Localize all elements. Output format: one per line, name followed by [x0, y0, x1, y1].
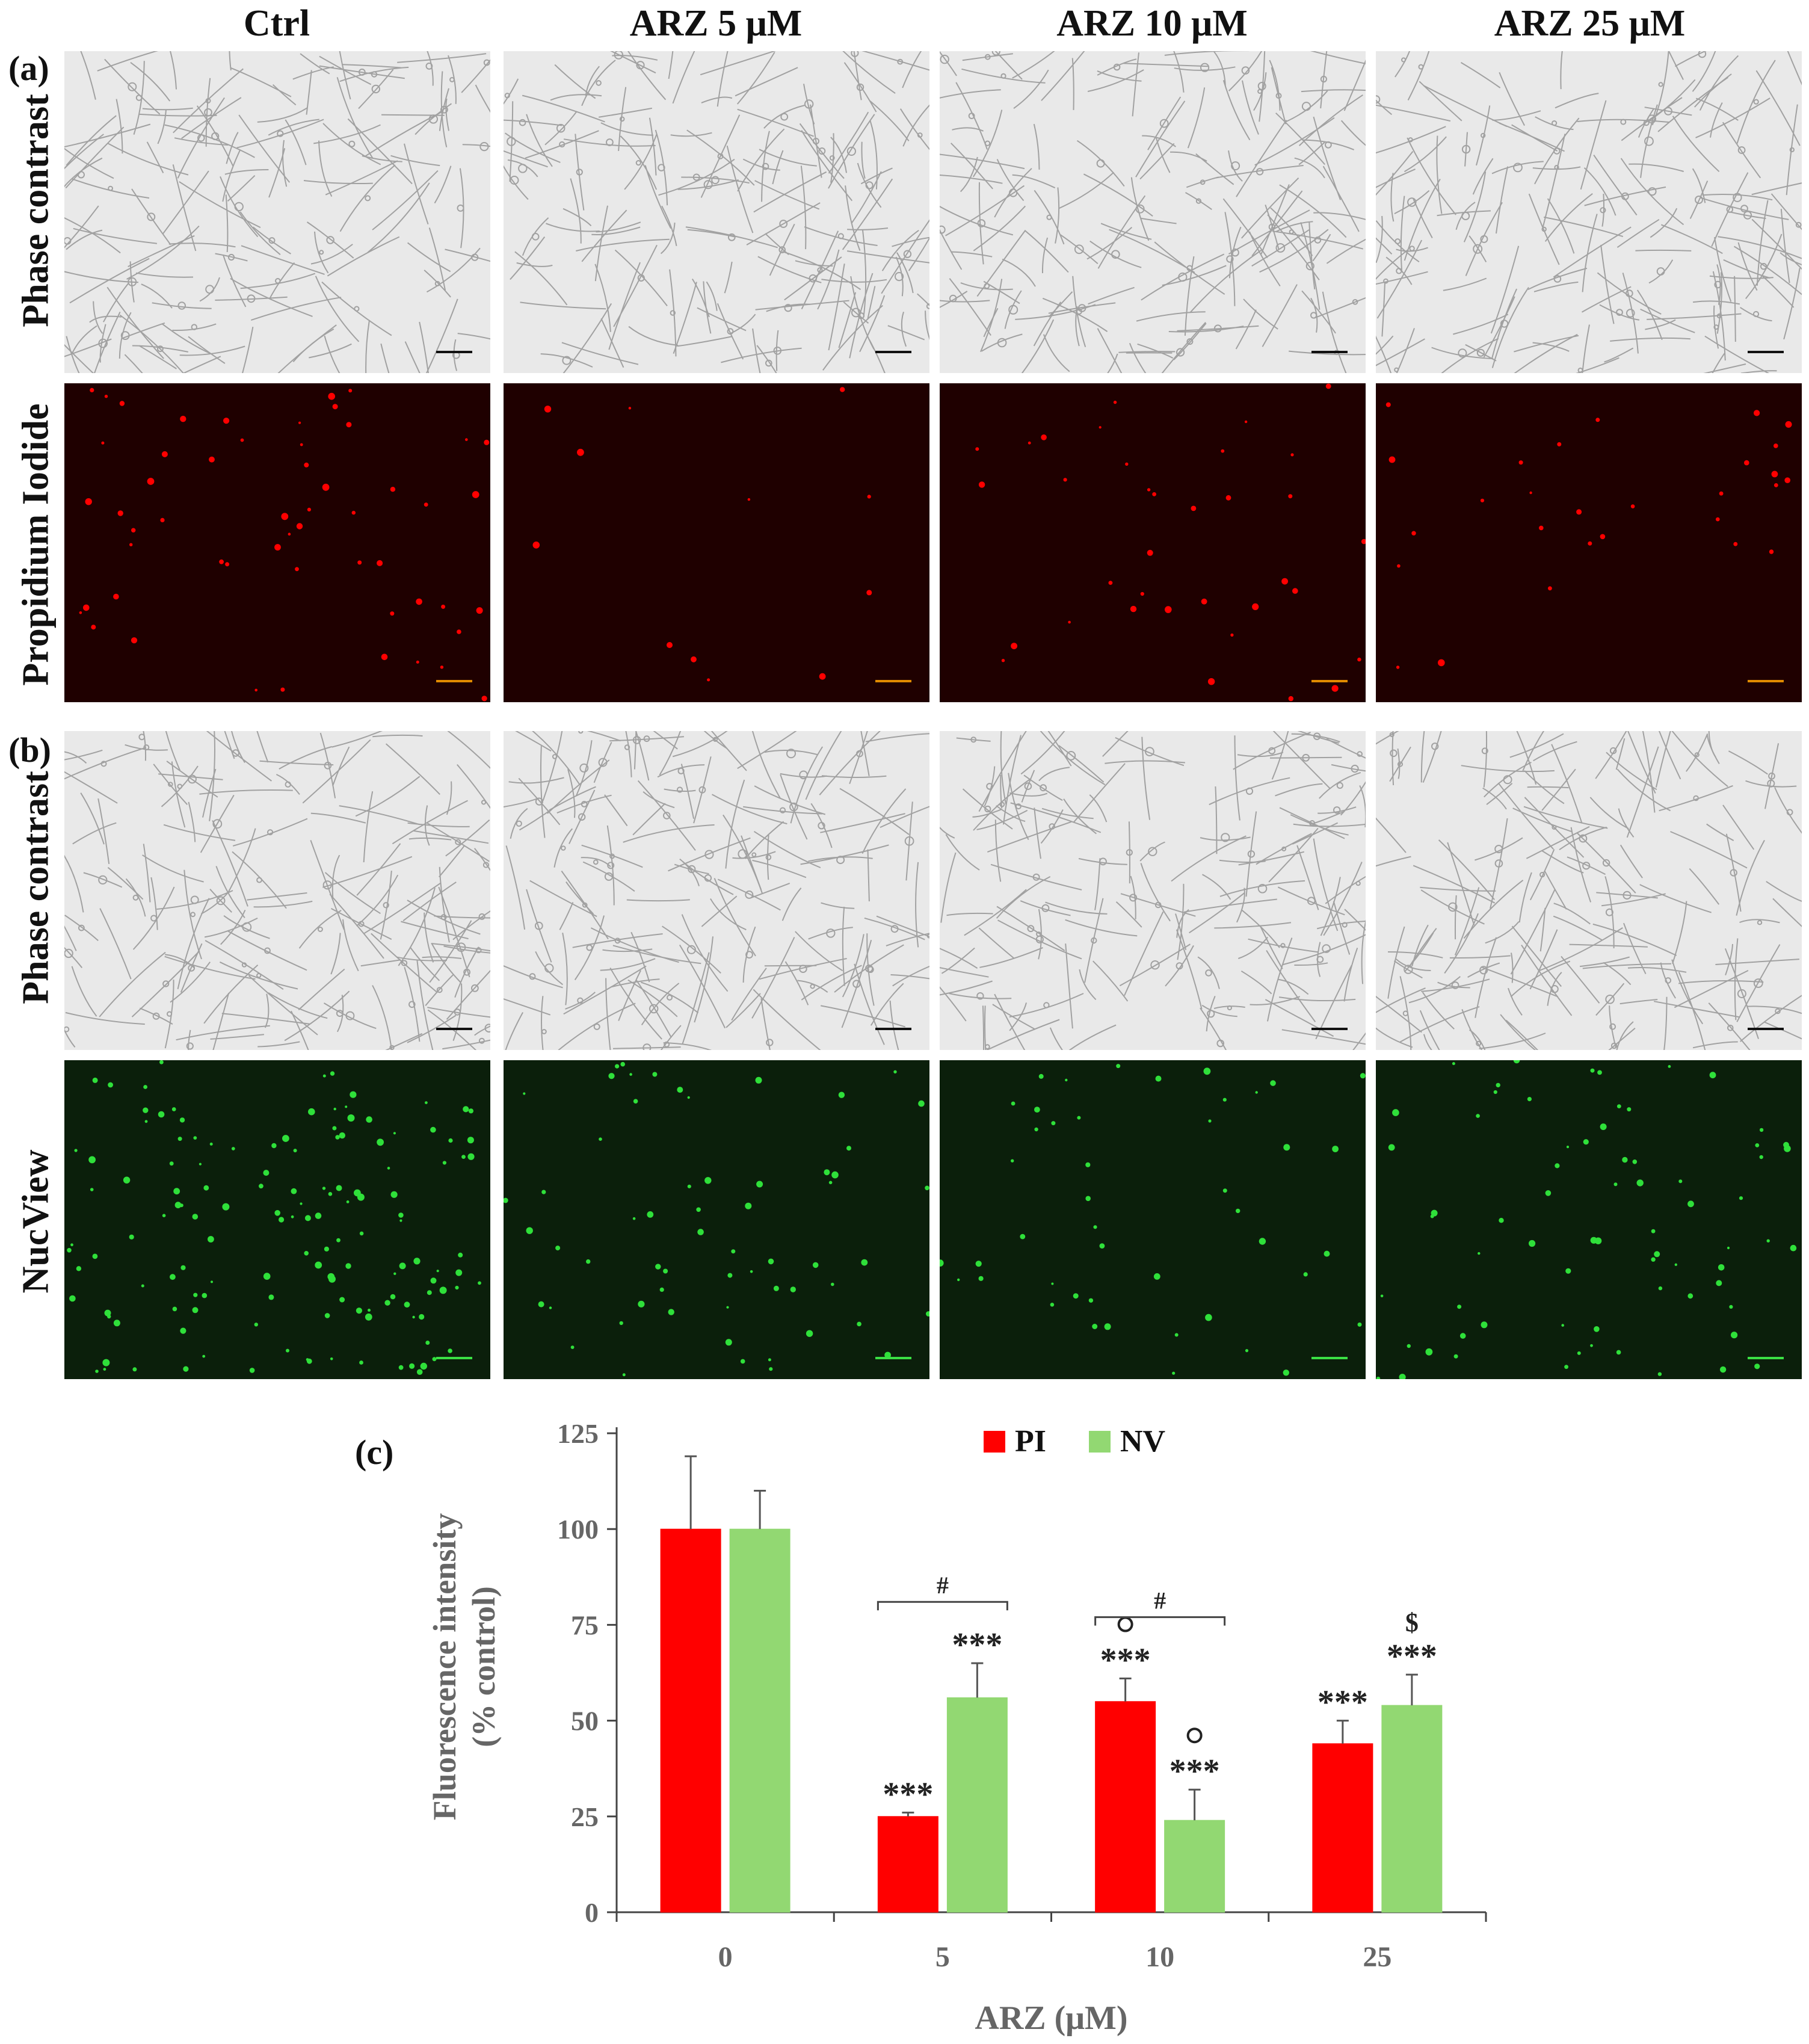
y-tick-label: 25	[571, 1802, 599, 1832]
micrograph-phase-b-arz-10	[940, 731, 1366, 1050]
bar-pi-10	[1095, 1701, 1156, 1913]
micrograph-phase-b-arz-5	[504, 731, 929, 1050]
significance-circle	[1186, 1728, 1203, 1744]
micrograph-pi-arz-5	[504, 383, 929, 702]
micrograph-pi-arz-25	[1376, 383, 1802, 702]
micrograph-nv-arz-25	[1376, 1060, 1802, 1379]
significance-label: ***	[1100, 1642, 1151, 1679]
significance-circle	[1117, 1616, 1133, 1632]
bar-nv-5	[946, 1697, 1008, 1913]
significance-label: ***	[883, 1776, 933, 1813]
legend-swatch-nv	[1089, 1431, 1111, 1453]
bar-pi-0	[660, 1528, 721, 1913]
bar-nv-0	[729, 1528, 790, 1913]
y-tick-label: 125	[557, 1418, 599, 1449]
micrograph-pi-arz-10	[940, 383, 1366, 702]
y-tick-label: 50	[571, 1706, 599, 1737]
bar-pi-25	[1312, 1743, 1373, 1913]
micrograph-phase-a-arz-5	[504, 51, 929, 373]
legend-swatch-pi	[984, 1431, 1005, 1453]
micrograph-phase-a-arz-10	[940, 51, 1366, 373]
x-tick-label: 10	[1145, 1941, 1174, 1973]
column-header-ctrl: Ctrl	[243, 2, 310, 44]
comparison-bracket	[877, 1601, 1008, 1611]
bar-nv-25	[1381, 1705, 1443, 1913]
y-tick-label: 75	[571, 1610, 599, 1640]
panel-b-label: (b)	[8, 730, 51, 770]
column-header-arz-5: ARZ 5 μM	[629, 2, 803, 44]
x-tick-label: 25	[1363, 1941, 1391, 1973]
micrograph-nv-ctrl	[64, 1060, 490, 1379]
y-axis-label-line-1: Fluorescence intensity	[427, 1513, 463, 1820]
y-tick-label: 100	[557, 1514, 599, 1545]
x-axis-label: ARZ (μM)	[975, 1999, 1127, 2037]
panel-a-label: (a)	[8, 49, 49, 88]
legend-label-pi: PI	[1015, 1424, 1046, 1459]
micrograph-phase-a-ctrl	[64, 51, 490, 373]
comparison-bracket	[1094, 1616, 1226, 1626]
bracket-label: #	[937, 1572, 949, 1599]
bar-nv-10	[1164, 1820, 1225, 1913]
significance-label: ***	[1387, 1638, 1437, 1675]
micrograph-phase-b-ctrl	[64, 731, 490, 1050]
significance-label: ***	[1317, 1684, 1368, 1721]
micrograph-phase-b-arz-25	[1376, 731, 1802, 1050]
micrograph-nv-arz-5	[504, 1060, 929, 1379]
panel-c-label: (c)	[355, 1433, 394, 1472]
micrograph-nv-arz-10	[940, 1060, 1366, 1379]
significance-label: $	[1405, 1608, 1419, 1637]
y-tick-label: 0	[585, 1897, 599, 1928]
column-header-arz-10: ARZ 10 μM	[1056, 2, 1248, 44]
bar-pi-5	[877, 1816, 938, 1913]
significance-label: ***	[952, 1626, 1002, 1664]
micrograph-phase-a-arz-25	[1376, 51, 1802, 373]
x-tick-label: 0	[718, 1941, 733, 1973]
bracket-label: #	[1154, 1587, 1166, 1614]
legend-label-nv: NV	[1120, 1424, 1165, 1459]
significance-label: ***	[1170, 1753, 1220, 1790]
column-header-arz-25: ARZ 25 μM	[1494, 2, 1686, 44]
bar-chart: 0 25 50 75 100 125 0 5 10 25 *** *** *** *** *** *** $ # #…	[337, 1402, 1540, 2041]
y-axis-label-line-2: (% control)	[466, 1586, 502, 1747]
x-tick-label: 5	[935, 1941, 950, 1973]
micrograph-pi-ctrl	[64, 383, 490, 702]
